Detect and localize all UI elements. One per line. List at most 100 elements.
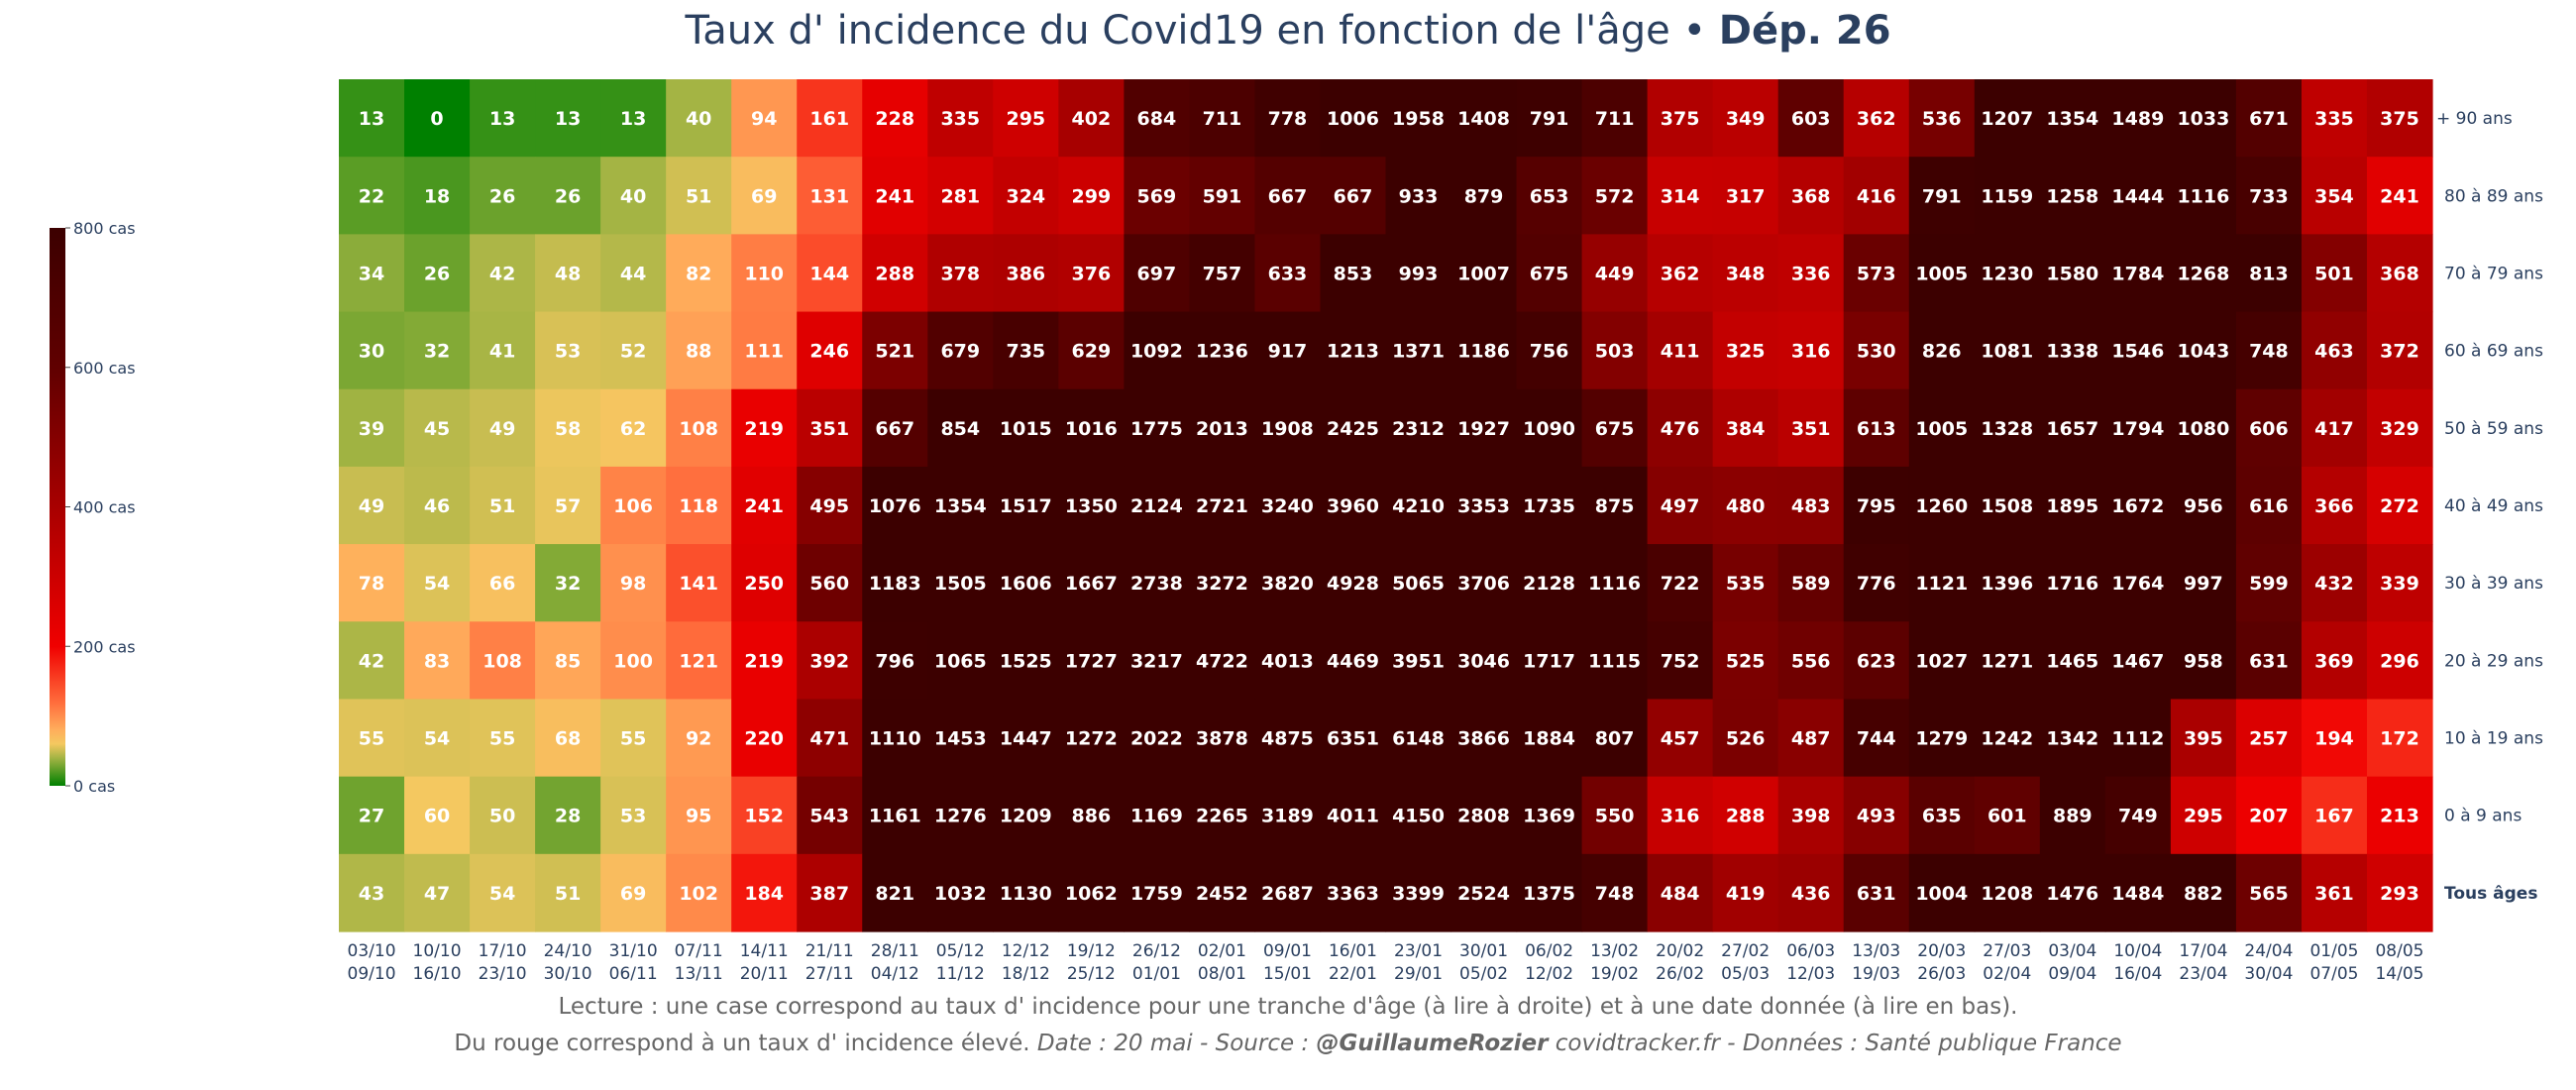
heatmap-cell <box>1777 699 1845 778</box>
heatmap-cell <box>1974 311 2041 390</box>
cell-value-label: 1546 <box>2111 341 2164 363</box>
heatmap-cell <box>1908 79 1976 158</box>
heatmap-cell <box>993 699 1059 778</box>
cell-value-label: 573 <box>1857 263 1896 284</box>
heatmap-cell <box>404 311 471 390</box>
heatmap-cell <box>2366 699 2433 778</box>
cell-value-label: 495 <box>809 495 849 517</box>
heatmap-cell <box>1908 311 1976 390</box>
heatmap-cell <box>535 699 601 778</box>
heatmap-cell <box>993 621 1059 701</box>
cell-value-label: 43 <box>359 883 384 905</box>
heatmap-cell <box>470 311 536 390</box>
cell-value-label: 416 <box>1857 185 1896 207</box>
heatmap-cell <box>927 234 994 313</box>
cell-value-label: 32 <box>555 573 581 595</box>
heatmap-cell <box>1124 466 1191 545</box>
heatmap-cell <box>666 234 732 313</box>
cell-value-label: 795 <box>1857 495 1896 517</box>
heatmap-cell <box>2235 157 2303 235</box>
cell-value-label: 2452 <box>1196 883 1248 905</box>
heatmap-cell <box>2104 311 2172 390</box>
heatmap-cell <box>1385 621 1452 701</box>
x-axis-tick-label: 23/01 <box>1394 941 1443 961</box>
heatmap-cell <box>731 544 798 622</box>
heatmap-cell <box>1385 776 1452 855</box>
cell-value-label: 324 <box>1006 185 1045 207</box>
heatmap-cell <box>1320 234 1387 313</box>
cell-value-label: 194 <box>2314 728 2354 750</box>
heatmap-cell <box>927 466 994 545</box>
heatmap-cell <box>470 621 536 701</box>
heatmap-cell <box>1647 699 1714 778</box>
cell-value-label: 2128 <box>1523 573 1575 595</box>
cell-value-label: 667 <box>1334 185 1373 207</box>
cell-value-label: 1242 <box>1981 728 2033 750</box>
x-axis-tick-label: 16/10 <box>413 964 462 984</box>
cell-value-label: 1489 <box>2111 108 2164 130</box>
heatmap-cell <box>470 853 536 932</box>
cell-value-label: 1672 <box>2111 495 2164 517</box>
cell-value-label: 52 <box>620 341 646 363</box>
heatmap-cell <box>535 157 601 235</box>
heatmap-cell <box>535 621 601 701</box>
cell-value-label: 1007 <box>1457 263 1510 284</box>
cell-value-label: 826 <box>1922 341 1962 363</box>
cell-value-label: 161 <box>809 108 849 130</box>
cell-value-label: 6351 <box>1327 728 1379 750</box>
heatmap-cell <box>797 776 863 855</box>
heatmap-cell <box>535 234 601 313</box>
cell-value-label: 372 <box>2380 341 2419 363</box>
cell-value-label: 34 <box>359 263 384 284</box>
heatmap-cell <box>862 544 928 622</box>
heatmap-cell <box>2235 853 2303 932</box>
cell-value-label: 882 <box>2184 883 2223 905</box>
cell-value-label: 503 <box>1595 341 1635 363</box>
heatmap-cell <box>1450 388 1518 468</box>
cell-value-label: 329 <box>2380 418 2419 440</box>
x-axis-tick-label: 30/10 <box>544 964 592 984</box>
cell-value-label: 1375 <box>1523 883 1575 905</box>
heatmap-cell <box>1058 157 1125 235</box>
heatmap-cell <box>1450 466 1518 545</box>
x-axis-tick-label: 23/04 <box>2179 964 2227 984</box>
y-axis-tick-label: 50 à 59 ans <box>2444 419 2543 439</box>
colorbar-tick-label: 0 cas <box>73 777 115 796</box>
cell-value-label: 54 <box>489 883 515 905</box>
heatmap-cell <box>1647 466 1714 545</box>
cell-value-label: 1005 <box>1915 418 1968 440</box>
cell-value-label: 675 <box>1595 418 1635 440</box>
heatmap-cell <box>1189 311 1256 390</box>
heatmap-cell <box>2301 79 2368 158</box>
heatmap-cell <box>1843 388 1910 468</box>
heatmap-cell <box>1189 466 1256 545</box>
cell-value-label: 69 <box>751 185 777 207</box>
heatmap-cell <box>927 621 994 701</box>
heatmap-cell <box>862 699 928 778</box>
cell-value-label: 1043 <box>2177 341 2229 363</box>
heatmap-cell <box>993 157 1059 235</box>
heatmap-cell <box>1516 699 1583 778</box>
heatmap-cell <box>1058 79 1125 158</box>
cell-value-label: 1027 <box>1915 650 1968 672</box>
cell-value-label: 1759 <box>1130 883 1183 905</box>
heatmap-cell <box>2170 234 2237 313</box>
heatmap-cell <box>339 699 405 778</box>
heatmap-cell <box>1320 621 1387 701</box>
heatmap-cell <box>927 157 994 235</box>
heatmap-cell <box>797 853 863 932</box>
cell-value-label: 2738 <box>1130 573 1183 595</box>
x-axis-tick-label: 12/12 <box>1002 941 1050 961</box>
cell-value-label: 1271 <box>1981 650 2033 672</box>
cell-value-label: 108 <box>679 418 718 440</box>
heatmap-cell <box>1712 621 1779 701</box>
cell-value-label: 463 <box>2314 341 2354 363</box>
heatmap-cell <box>862 157 928 235</box>
cell-value-label: 1033 <box>2177 108 2229 130</box>
cell-value-label: 1260 <box>1915 495 1968 517</box>
heatmap-cell <box>1974 466 2041 545</box>
cell-value-label: 1183 <box>869 573 921 595</box>
heatmap-cell <box>2235 311 2303 390</box>
cell-value-label: 228 <box>875 108 914 130</box>
heatmap-cell <box>2039 157 2106 235</box>
